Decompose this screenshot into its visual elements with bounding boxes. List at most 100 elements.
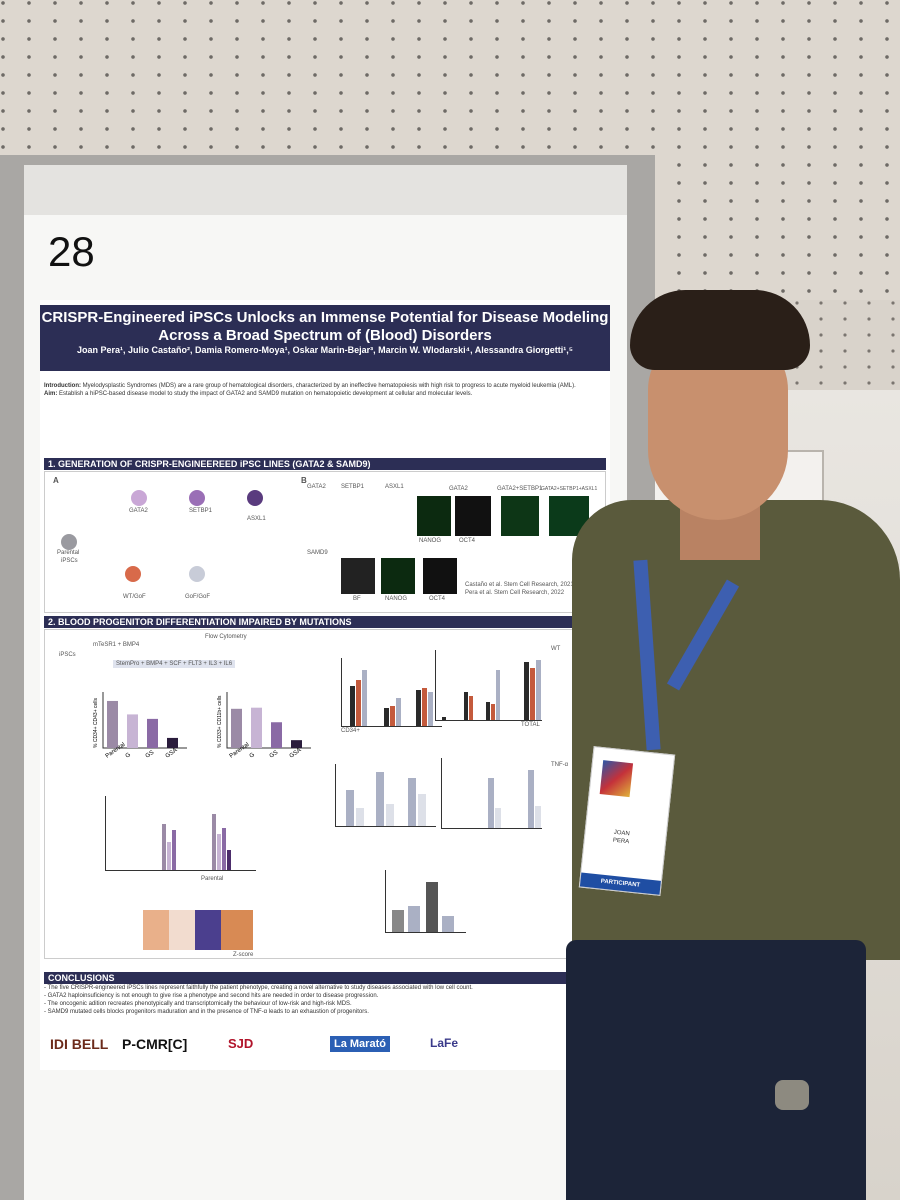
- chart-y-label: % CD34+ CD43+ cells: [93, 697, 99, 748]
- board-number: 28: [48, 228, 95, 275]
- legend-wt: WT: [551, 646, 561, 652]
- reference-2: Pera et al. Stem Cell Research, 2022: [465, 590, 565, 596]
- poster-authors: Joan Pera¹, Julio Castaño², Damia Romero…: [77, 345, 573, 355]
- badge-artwork: [599, 760, 634, 798]
- b-asxl1-label: ASXL1: [385, 484, 404, 490]
- samd9-oct4-label: OCT4: [429, 596, 446, 602]
- panel-g-total-label: TOTAL: [521, 722, 540, 728]
- intro-heading: Introduction:: [44, 383, 81, 389]
- samd9-wt-gof-cell-icon: [125, 566, 141, 582]
- panel-label-b: B: [301, 476, 307, 485]
- ipscs-step-label: iPSCs: [59, 652, 76, 658]
- logo-idibell: IDI BELL: [50, 1036, 109, 1052]
- gata2-setbp1-asxl1-label: GATA2+SETBP1+ASXL1: [541, 486, 598, 492]
- chart-panel-d: [105, 796, 256, 871]
- oct4-image: [455, 496, 491, 536]
- chart-axis: [226, 692, 311, 749]
- chart-y-label: % CD33+ CD11b+ cells: [217, 695, 223, 748]
- heatmap-panel-e: [143, 910, 253, 950]
- nanog-image: [417, 496, 451, 536]
- gsa-asxl1-label: ASXL1: [247, 516, 266, 522]
- gata2-label: GATA2: [129, 508, 148, 514]
- chart-tick-label: GS: [145, 750, 156, 760]
- chart-tick-label: G: [249, 752, 257, 760]
- logo-la-marato: La Marató: [330, 1036, 390, 1052]
- chart-panel-f: [341, 658, 442, 727]
- poster-board-header: [24, 165, 627, 215]
- conclusion-item: - The five CRISPR-engineered iPSCs lines…: [44, 985, 473, 991]
- chart-tick-label: GS: [269, 750, 280, 760]
- chart-panel-j: [385, 870, 466, 933]
- conclusion-item: - The oncogenic adition recreates phenot…: [44, 1001, 352, 1007]
- b-samd9-label: SAMD9: [307, 550, 328, 556]
- section-1-header: 1. GENERATION OF CRISPR-ENGINEEREED iPSC…: [44, 458, 606, 470]
- badge-last-name: PERA: [612, 837, 630, 846]
- media-step-2: StemPro + BMP4 + SCF + FLT3 + IL3 + IL6: [113, 660, 236, 668]
- name-badge: JOAN PERA PARTICIPANT: [578, 746, 676, 896]
- chart-panel-i: [441, 758, 542, 829]
- person-pants: [566, 940, 866, 1200]
- logo-lafe: LaFe: [430, 1036, 459, 1050]
- logo-pcmrc: P-CMR[C]: [122, 1036, 188, 1052]
- section-1-panel: A B Parental iPSCs GATA2 SETBP1 ASXL1 WT…: [44, 471, 606, 613]
- bf-image: [341, 558, 375, 594]
- samd9-gof-gof-cell-icon: [189, 566, 205, 582]
- gs-cell-icon: [189, 490, 205, 506]
- conclusions-list: - The five CRISPR-engineered iPSCs lines…: [44, 984, 606, 1024]
- chart-bar: [291, 740, 302, 748]
- poster-title: CRISPR-Engineered iPSCs Unlocks an Immen…: [41, 309, 609, 344]
- person-hair: [630, 290, 810, 370]
- conclusion-item: - SAMD9 mutated cells blocks progenitors…: [44, 1009, 369, 1015]
- nanog-label: NANOG: [419, 538, 442, 544]
- gata2-setbp1-label: GATA2+SETBP1: [497, 486, 543, 492]
- zscore-label: Z-score: [233, 952, 254, 958]
- ipscs-label: iPSCs: [61, 558, 78, 564]
- section-2-panel: Flow Cytometry mTeSR1 + BMP4 StemPro + B…: [44, 629, 606, 959]
- media-step-1: mTeSR1 + BMP4: [93, 642, 140, 648]
- aim-text: Establish a hiPSC-based disease model to…: [59, 391, 473, 397]
- logo-sjd: SJD: [228, 1036, 254, 1051]
- chart-bar: [271, 722, 282, 748]
- aim-heading: Aim:: [44, 391, 58, 397]
- bf-label: BF: [353, 596, 361, 602]
- parental-cell-icon: [61, 534, 77, 550]
- poster-title-bar: CRISPR-Engineered iPSCs Unlocks an Immen…: [40, 305, 610, 371]
- chart-bar: [107, 700, 118, 748]
- b-setbp1-label: SETBP1: [341, 484, 365, 490]
- poster-introduction: Introduction: Myelodysplastic Syndromes …: [44, 382, 606, 460]
- poster-logos: IDI BELL P-CMR[C] SJD La Marató LaFe: [44, 1030, 606, 1062]
- b-gata2-label: GATA2: [307, 484, 326, 490]
- gs-setbp1-label: SETBP1: [189, 508, 213, 514]
- gsa-cell-icon: [247, 490, 263, 506]
- gata2-image-label: GATA2: [449, 486, 468, 492]
- conclusions-header: CONCLUSIONS: [44, 972, 606, 984]
- panel-d-parental-legend: Parental: [201, 876, 224, 882]
- gof-gof-label: GoF/GoF: [185, 594, 211, 600]
- chart-bar: [231, 708, 242, 748]
- parental-label: Parental: [57, 550, 80, 556]
- conclusion-item: - GATA2 haploinsuficiency is not enough …: [44, 993, 379, 999]
- badge-first-name: JOAN: [613, 829, 630, 838]
- panel-f-cd34-label: CD34+: [341, 728, 360, 734]
- chart-axis: [102, 692, 187, 749]
- chart-bar: [251, 707, 262, 748]
- chart-bar: [147, 718, 158, 748]
- intro-text: Myelodysplastic Syndromes (MDS) are a ra…: [82, 383, 576, 389]
- samd9-nanog-image: [381, 558, 415, 594]
- chart-tick-label: G: [125, 752, 133, 760]
- wristwatch: [775, 1080, 809, 1110]
- chart-bar: [167, 737, 178, 748]
- wt-gof-label: WT/GoF: [123, 594, 146, 600]
- oct4-label: OCT4: [459, 538, 476, 544]
- chart-bar: [127, 714, 138, 748]
- chart-panel-h: [335, 764, 436, 827]
- chart-tick-label: GSA: [289, 747, 303, 759]
- chart-tick-label: GSA: [165, 747, 179, 759]
- gata2-cell-icon: [131, 490, 147, 506]
- legend-tnf: TNF-α: [551, 762, 569, 768]
- panel-label-a: A: [53, 476, 59, 485]
- samd9-nanog-label: NANOG: [385, 596, 408, 602]
- reference-1: Castaño et al. Stem Cell Research, 2021: [465, 582, 574, 588]
